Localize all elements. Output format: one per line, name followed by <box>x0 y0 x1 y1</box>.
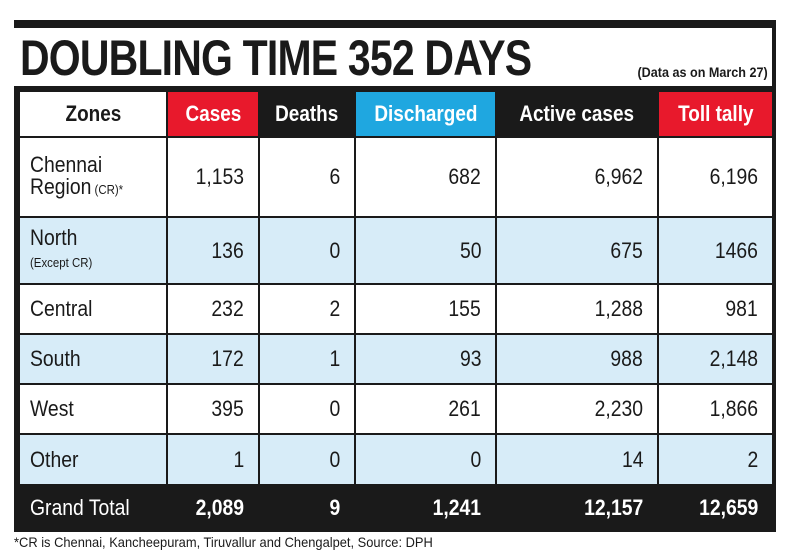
page-title: DOUBLING TIME 352 DAYS <box>20 30 532 86</box>
active-cell: 14 <box>495 433 659 486</box>
deaths-cell: 1 <box>258 332 356 386</box>
deaths-cell: 2 <box>258 282 356 335</box>
toll-cell: 981 <box>657 282 774 335</box>
table-row: North (Except CR) 136 0 50 675 1466 <box>18 216 774 285</box>
toll-cell: 2,148 <box>657 332 774 386</box>
active-cell: 2,230 <box>495 383 659 436</box>
header-deaths: Deaths <box>258 90 356 138</box>
grand-total-row: Grand Total 2,089 9 1,241 12,157 12,659 <box>18 483 774 533</box>
total-deaths-cell: 9 <box>258 483 356 533</box>
cases-cell: 232 <box>166 282 260 335</box>
discharged-cell: 261 <box>354 383 497 436</box>
cases-cell: 136 <box>166 216 260 285</box>
active-cell: 988 <box>495 332 659 386</box>
cases-cell: 172 <box>166 332 260 386</box>
discharged-cell: 682 <box>354 135 497 219</box>
table-row: Chennai Region (CR)* 1,153 6 682 6,962 6… <box>18 135 774 219</box>
footnote: *CR is Chennai, Kancheepuram, Tiruvallur… <box>14 534 433 550</box>
total-active-cell: 12,157 <box>495 483 659 533</box>
zone-cell: North (Except CR) <box>18 216 168 285</box>
deaths-cell: 6 <box>258 135 356 219</box>
active-cell: 675 <box>495 216 659 285</box>
toll-cell: 2 <box>657 433 774 486</box>
header-cases: Cases <box>166 90 260 138</box>
toll-cell: 1466 <box>657 216 774 285</box>
total-toll-cell: 12,659 <box>657 483 774 533</box>
deaths-cell: 0 <box>258 216 356 285</box>
deaths-cell: 0 <box>258 383 356 436</box>
zone-cell: West <box>18 383 168 436</box>
covid-zone-table: Zones Cases Deaths Discharged Active cas… <box>18 90 774 533</box>
cases-cell: 1,153 <box>166 135 260 219</box>
total-label-cell: Grand Total <box>18 483 168 533</box>
table-row: Other 1 0 0 14 2 <box>18 433 774 486</box>
total-cases-cell: 2,089 <box>166 483 260 533</box>
toll-cell: 6,196 <box>657 135 774 219</box>
header-discharged: Discharged <box>354 90 497 138</box>
table-row: South 172 1 93 988 2,148 <box>18 332 774 386</box>
header-zones: Zones <box>18 90 168 138</box>
discharged-cell: 0 <box>354 433 497 486</box>
discharged-cell: 50 <box>354 216 497 285</box>
table-row: West 395 0 261 2,230 1,866 <box>18 383 774 436</box>
cases-cell: 1 <box>166 433 260 486</box>
total-discharged-cell: 1,241 <box>354 483 497 533</box>
data-date-note: (Data as on March 27) <box>637 64 768 80</box>
header-row: Zones Cases Deaths Discharged Active cas… <box>18 90 774 138</box>
header-active-cases: Active cases <box>495 90 659 138</box>
discharged-cell: 93 <box>354 332 497 386</box>
deaths-cell: 0 <box>258 433 356 486</box>
table-row: Central 232 2 155 1,288 981 <box>18 282 774 335</box>
zone-cell: South <box>18 332 168 386</box>
discharged-cell: 155 <box>354 282 497 335</box>
toll-cell: 1,866 <box>657 383 774 436</box>
active-cell: 6,962 <box>495 135 659 219</box>
zone-cell: Other <box>18 433 168 486</box>
active-cell: 1,288 <box>495 282 659 335</box>
title-bar: DOUBLING TIME 352 DAYS (Data as on March… <box>14 28 772 86</box>
cases-cell: 395 <box>166 383 260 436</box>
zone-cell: Central <box>18 282 168 335</box>
zone-cell: Chennai Region (CR)* <box>18 135 168 219</box>
header-toll-tally: Toll tally <box>657 90 774 138</box>
